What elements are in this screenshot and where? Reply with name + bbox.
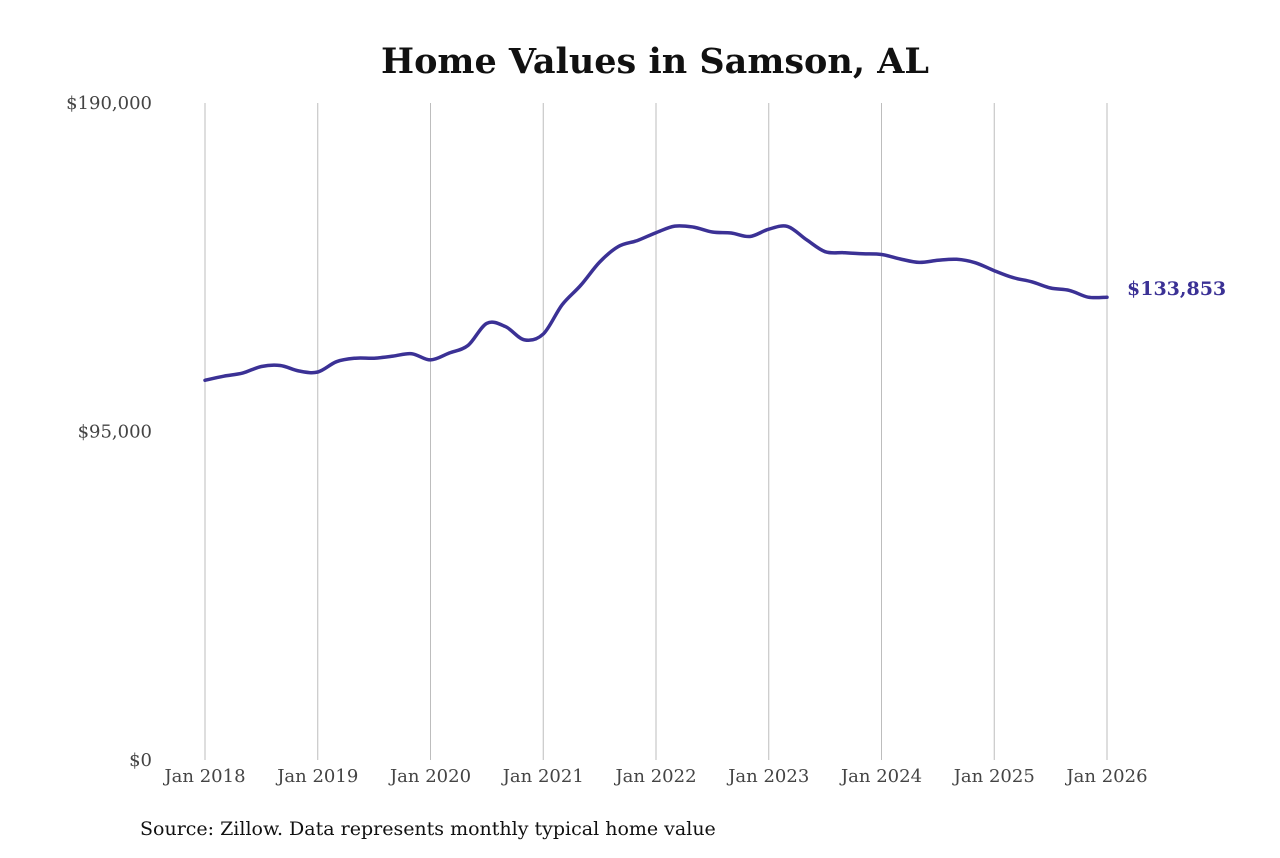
y-tick-label: $0 <box>129 750 152 771</box>
x-tick-label: Jan 2018 <box>162 766 245 787</box>
x-tick-label: Jan 2020 <box>388 766 471 787</box>
chart-title: Home Values in Samson, AL <box>381 41 929 82</box>
x-tick-label: Jan 2023 <box>726 766 809 787</box>
x-axis-ticks: Jan 2018 Jan 2019 Jan 2020 Jan 2021 Jan 2022… <box>162 766 1147 787</box>
x-tick-label: Jan 2022 <box>613 766 696 787</box>
x-tick-label: Jan 2026 <box>1064 766 1147 787</box>
x-tick-label: Jan 2019 <box>275 766 358 787</box>
series-line <box>203 224 1109 383</box>
source-note: Source: Zillow. Data represents monthly … <box>140 818 716 840</box>
x-tick-label: Jan 2024 <box>839 766 922 787</box>
end-value-label: $133,853 <box>1127 278 1226 300</box>
y-tick-label: $190,000 <box>66 93 152 114</box>
x-tick-label: Jan 2025 <box>952 766 1035 787</box>
y-tick-label: $95,000 <box>78 422 152 443</box>
y-axis-ticks: $190,000 $95,000 $0 <box>66 93 152 771</box>
grid-lines <box>204 103 1108 760</box>
x-tick-label: Jan 2021 <box>501 766 584 787</box>
